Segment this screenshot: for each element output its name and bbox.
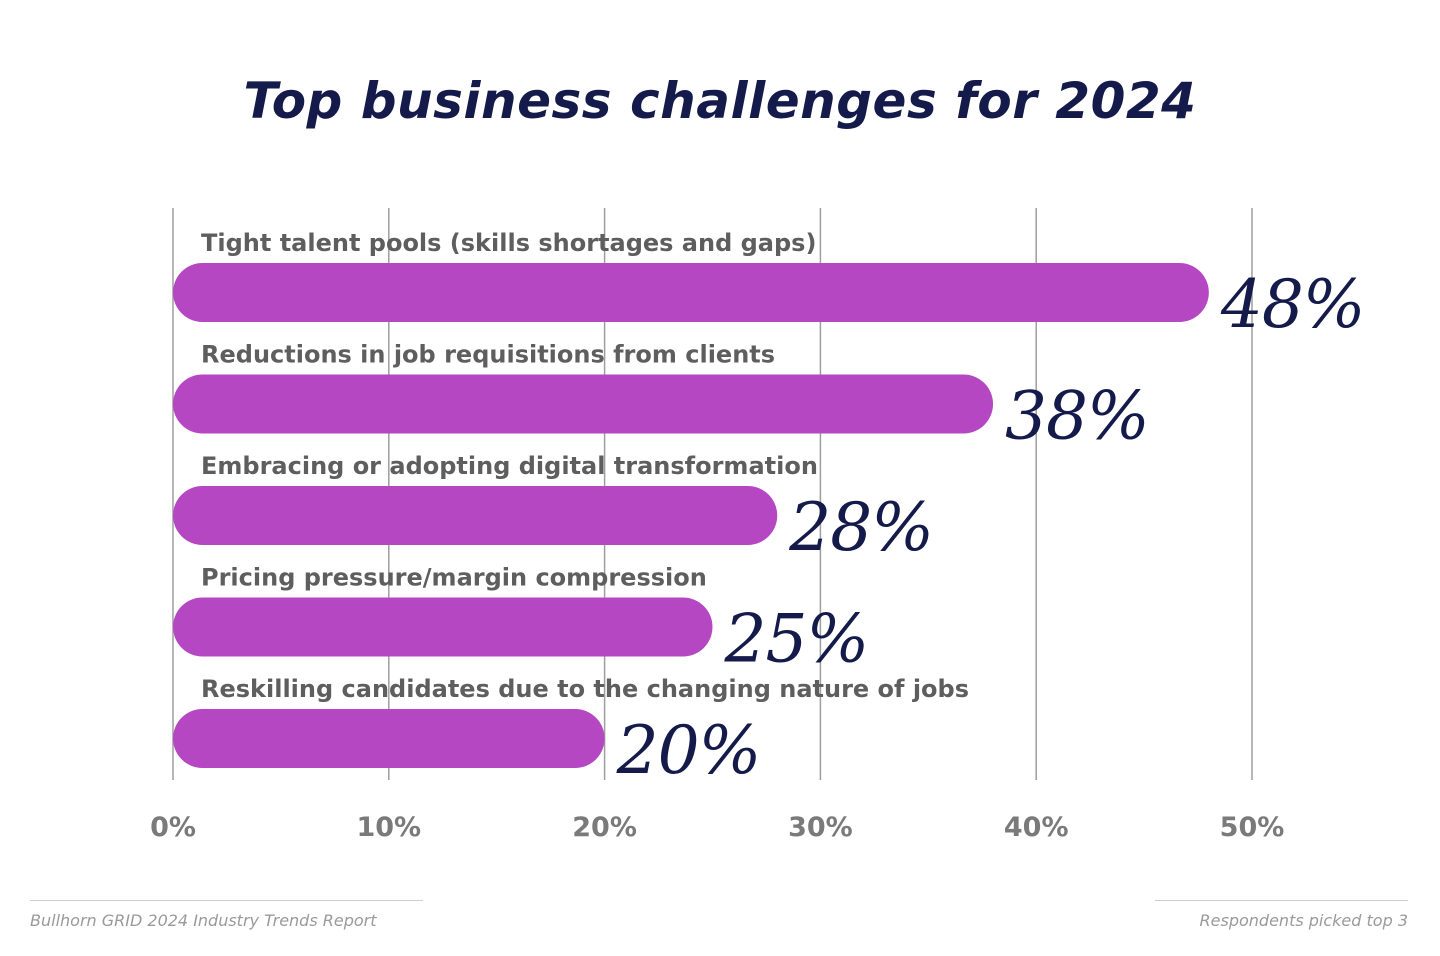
value-label: 20% <box>616 712 761 789</box>
category-label: Reskilling candidates due to the changin… <box>201 675 969 703</box>
bar <box>173 486 778 545</box>
category-label: Tight talent pools (skills shortages and… <box>201 229 816 257</box>
x-tick-label: 50% <box>1220 812 1285 843</box>
x-tick-label: 20% <box>572 812 637 843</box>
x-tick-label: 0% <box>150 812 196 843</box>
value-label: 48% <box>1220 266 1365 343</box>
footer-rule-right <box>1155 900 1408 901</box>
x-tick-label: 30% <box>788 812 853 843</box>
x-tick-label: 40% <box>1004 812 1069 843</box>
category-label: Reductions in job requisitions from clie… <box>201 341 775 369</box>
value-label: 28% <box>788 489 933 566</box>
value-label: 38% <box>1005 378 1149 455</box>
value-label: 25% <box>724 601 869 678</box>
category-label: Pricing pressure/margin compression <box>201 564 707 592</box>
chart-title: Top business challenges for 2024 <box>243 72 1197 130</box>
bar <box>173 374 994 434</box>
footer-rule-left <box>30 900 423 901</box>
bar-chart: 0% 10% 20% 30% 40% 50% Tight talent pools (ski… <box>150 208 1366 843</box>
bar <box>173 709 605 768</box>
respondents-note: Respondents picked top 3 <box>1199 911 1408 930</box>
bar <box>173 597 713 657</box>
source-note: Bullhorn GRID 2024 Industry Trends Repor… <box>30 911 377 930</box>
x-tick-label: 10% <box>356 812 421 843</box>
bar <box>173 263 1209 322</box>
category-label: Embracing or adopting digital transforma… <box>201 452 818 480</box>
